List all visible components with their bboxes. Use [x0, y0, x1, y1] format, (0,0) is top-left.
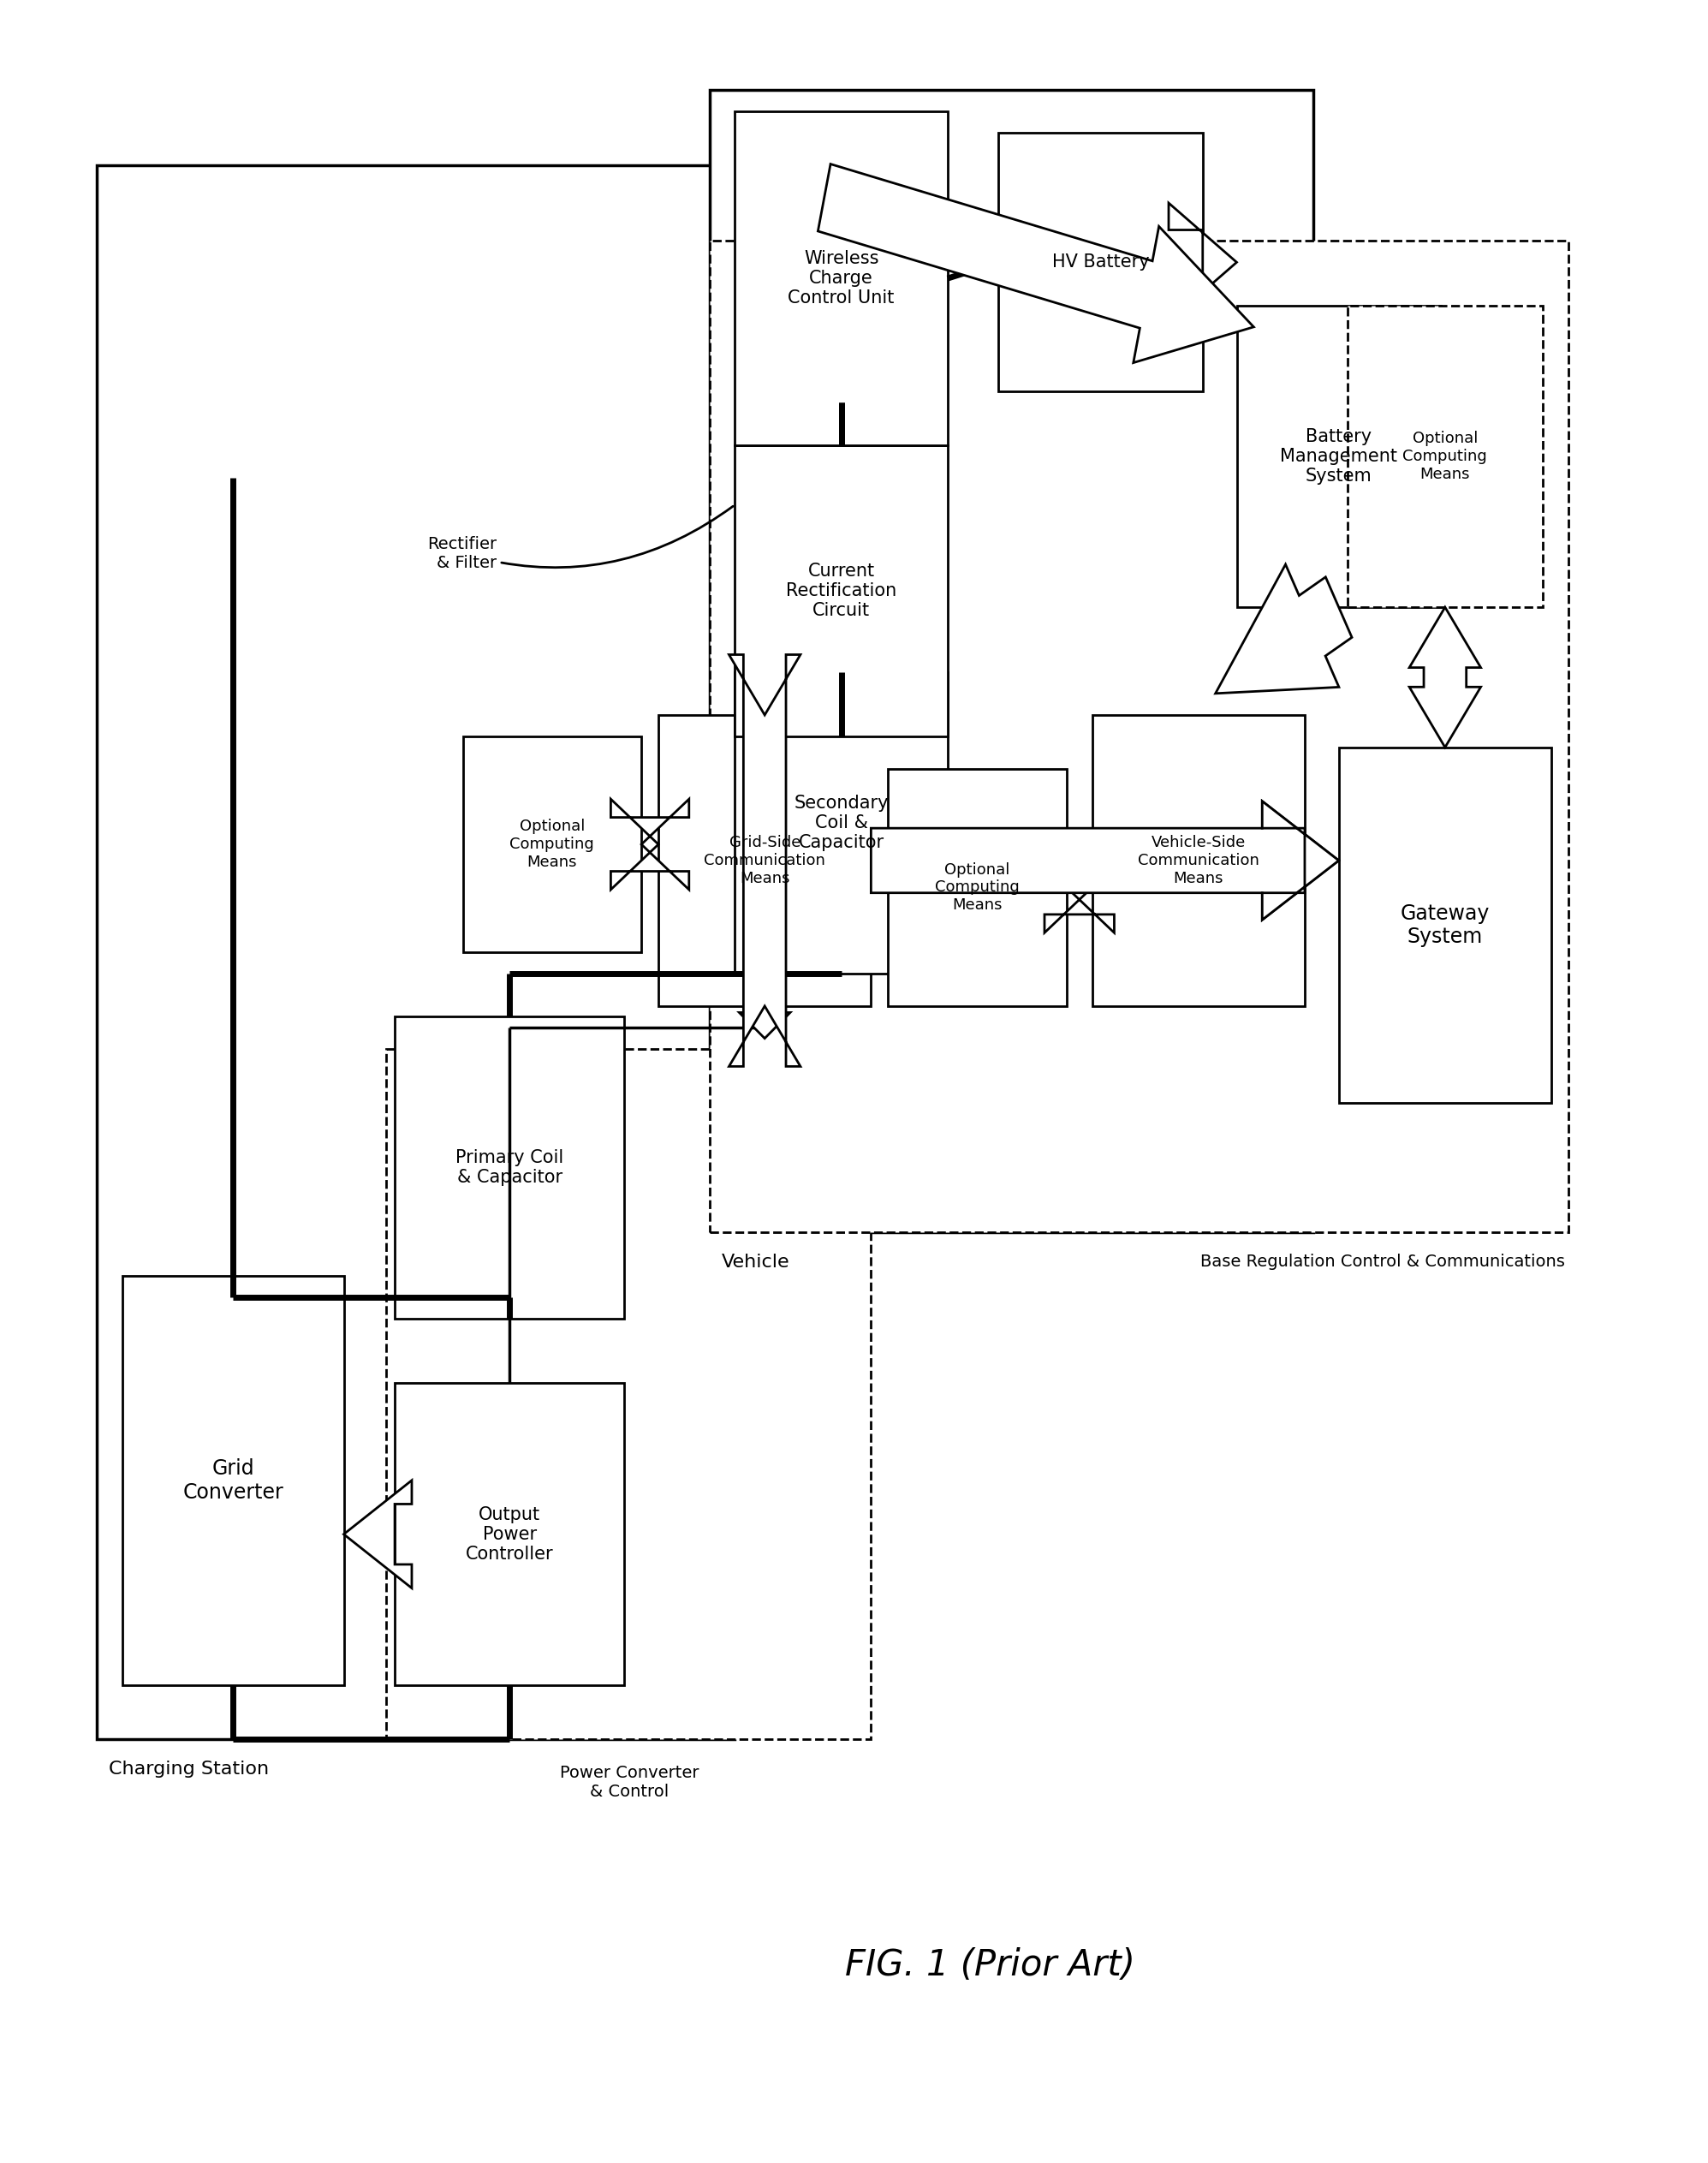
Text: Base Regulation Control & Communications: Base Regulation Control & Communications — [1201, 1255, 1565, 1270]
Text: Optional
Computing
Means: Optional Computing Means — [934, 861, 1020, 913]
Text: HV Battery: HV Battery — [1052, 253, 1149, 270]
FancyBboxPatch shape — [1237, 305, 1442, 608]
FancyBboxPatch shape — [999, 132, 1202, 392]
FancyBboxPatch shape — [658, 716, 871, 1006]
Text: Rectifier
& Filter: Rectifier & Filter — [427, 506, 733, 571]
Text: Vehicle: Vehicle — [721, 1255, 789, 1272]
Text: Power Converter
& Control: Power Converter & Control — [560, 1765, 699, 1800]
Polygon shape — [1216, 565, 1353, 694]
Polygon shape — [611, 798, 688, 889]
FancyBboxPatch shape — [97, 164, 734, 1739]
FancyBboxPatch shape — [1339, 748, 1551, 1103]
Polygon shape — [818, 164, 1254, 363]
Text: Secondary
Coil &
Capacitor: Secondary Coil & Capacitor — [794, 794, 888, 852]
Text: Gateway
System: Gateway System — [1401, 902, 1489, 947]
Polygon shape — [1409, 608, 1481, 748]
Text: Vehicle-Side
Communication
Means: Vehicle-Side Communication Means — [1138, 835, 1259, 887]
Polygon shape — [740, 1006, 791, 1038]
FancyBboxPatch shape — [734, 673, 948, 973]
FancyBboxPatch shape — [395, 1017, 625, 1319]
FancyBboxPatch shape — [395, 1384, 625, 1685]
Polygon shape — [729, 655, 801, 1066]
Text: Grid-Side
Communication
Means: Grid-Side Communication Means — [704, 835, 825, 887]
FancyBboxPatch shape — [709, 240, 1568, 1233]
FancyBboxPatch shape — [734, 446, 948, 738]
Text: Wireless
Charge
Control Unit: Wireless Charge Control Unit — [787, 251, 895, 307]
FancyBboxPatch shape — [1091, 716, 1305, 1006]
Text: Output
Power
Controller: Output Power Controller — [466, 1505, 553, 1562]
FancyBboxPatch shape — [709, 91, 1313, 1233]
Text: Optional
Computing
Means: Optional Computing Means — [1402, 430, 1488, 482]
Polygon shape — [1045, 841, 1114, 932]
Polygon shape — [871, 800, 1339, 919]
Text: Charging Station: Charging Station — [109, 1761, 270, 1778]
FancyBboxPatch shape — [888, 768, 1066, 1006]
Text: Grid
Converter: Grid Converter — [183, 1458, 284, 1503]
Text: Battery
Management
System: Battery Management System — [1279, 428, 1397, 485]
Text: Optional
Computing
Means: Optional Computing Means — [509, 820, 594, 870]
FancyBboxPatch shape — [1348, 305, 1542, 608]
Text: Primary Coil
& Capacitor: Primary Coil & Capacitor — [456, 1149, 564, 1185]
FancyBboxPatch shape — [463, 738, 642, 952]
Polygon shape — [1168, 203, 1237, 322]
Text: FIG. 1 (Prior Art): FIG. 1 (Prior Art) — [845, 1947, 1136, 1983]
Text: Current
Rectification
Circuit: Current Rectification Circuit — [786, 562, 897, 619]
FancyBboxPatch shape — [123, 1276, 343, 1685]
Polygon shape — [343, 1479, 412, 1588]
FancyBboxPatch shape — [734, 110, 948, 446]
Polygon shape — [1262, 800, 1339, 919]
FancyBboxPatch shape — [386, 1049, 871, 1739]
